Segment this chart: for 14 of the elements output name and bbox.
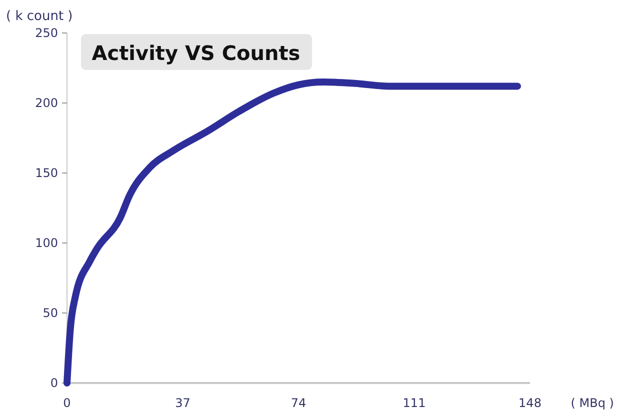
x-tick-label: 74 (290, 396, 306, 410)
chart-title: Activity VS Counts (92, 41, 300, 65)
y-tick-label: 150 (35, 166, 58, 180)
y-tick-label: 250 (35, 26, 58, 40)
y-tick-label: 200 (35, 96, 58, 110)
y-tick-label: 100 (35, 236, 58, 250)
y-tick-label: 50 (42, 306, 58, 320)
x-tick-label: 111 (402, 396, 426, 410)
y-tick-label: 0 (50, 376, 58, 390)
x-tick-label: 37 (175, 396, 190, 410)
x-tick-label: 0 (63, 396, 71, 410)
y-axis-title: ( k count ) (6, 9, 73, 24)
x-tick-label: 148 (518, 396, 542, 410)
x-axis-title: ( MBq ) (570, 396, 614, 410)
